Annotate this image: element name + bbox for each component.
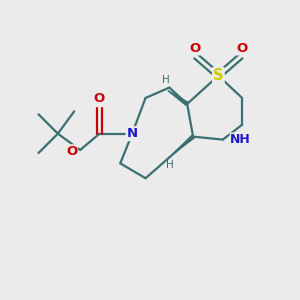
Polygon shape [172,135,194,154]
Text: NH: NH [230,133,251,146]
Text: N: N [127,127,138,140]
Text: O: O [236,42,248,55]
Text: H: H [162,75,169,85]
Text: O: O [189,42,200,55]
Text: S: S [213,68,224,83]
Polygon shape [168,91,188,105]
Text: O: O [66,145,77,158]
Text: H: H [166,160,174,170]
Text: O: O [94,92,105,105]
